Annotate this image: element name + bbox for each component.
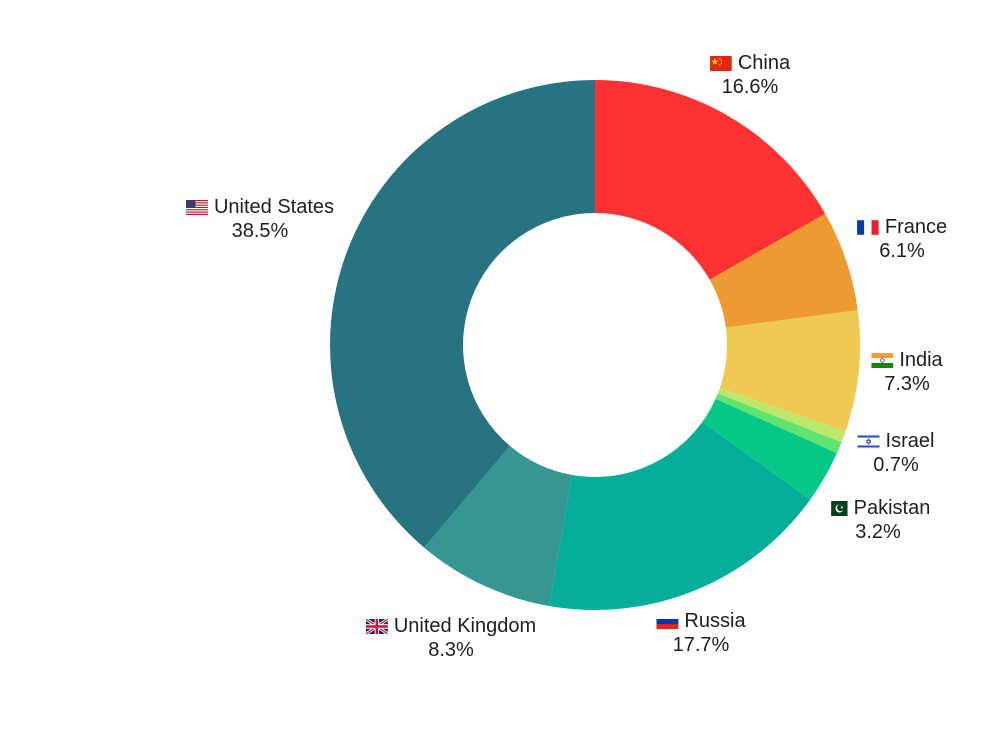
donut-slice-israel [715,393,842,454]
donut-slice-india [719,310,860,432]
france-flag-icon [856,219,879,235]
russia-flag-icon [656,613,679,629]
slice-label-name-row: France [856,215,948,239]
slice-label-israel: Israel 0.7% [857,429,935,477]
slice-label-name-row: China [709,51,791,75]
slice-label-russia: Russia 17.7% [656,609,746,657]
slice-name: France [884,216,948,238]
slice-label-name-row: United States [185,195,335,219]
uk-flag-icon [365,618,388,634]
china-flag-icon [709,55,732,71]
israel-flag-icon [857,433,880,449]
slice-label-name-row: Israel [857,429,935,453]
slice-label-name-row: United Kingdom [365,614,537,638]
slice-label-name-row: India [871,348,943,372]
slice-label-name-row: Russia [656,609,746,633]
slice-label-china: China 16.6% [709,51,791,99]
slice-name: Pakistan [853,497,931,519]
pakistan-flag-icon [825,500,848,516]
donut-slice-pakistan [702,398,837,500]
slice-percent: 16.6% [721,76,779,98]
slice-percent: 17.7% [672,634,730,656]
slice-name: India [899,349,943,371]
donut-slice-united-kingdom [424,445,573,606]
slice-label-united-states: United States 38.5% [185,195,335,243]
slice-percent: 38.5% [231,220,289,242]
donut-slice-russia [549,422,811,610]
india-flag-icon [871,352,894,368]
slice-name: Israel [885,430,935,452]
donut-slice-united-states [329,80,595,548]
slice-name: United Kingdom [393,615,537,637]
slice-label-name-row: Pakistan [825,496,931,520]
slice-percent: 6.1% [879,240,925,262]
donut-slice-china [595,80,826,280]
slice-label-france: France 6.1% [856,215,948,263]
slice-label-united-kingdom: United Kingdom 8.3% [365,614,537,662]
slice-label-india: India 7.3% [871,348,943,396]
slice-percent: 8.3% [428,639,474,661]
donut-slice-unlabeled-3 [717,387,846,443]
us-flag-icon [185,199,208,215]
slice-percent: 0.7% [873,454,919,476]
slice-label-pakistan: Pakistan 3.2% [825,496,931,544]
slice-percent: 7.3% [884,373,930,395]
slice-percent: 3.2% [855,521,901,543]
slice-name: United States [213,196,335,218]
slice-name: China [737,52,791,74]
donut-slice-france [709,213,858,328]
slice-name: Russia [684,610,746,632]
